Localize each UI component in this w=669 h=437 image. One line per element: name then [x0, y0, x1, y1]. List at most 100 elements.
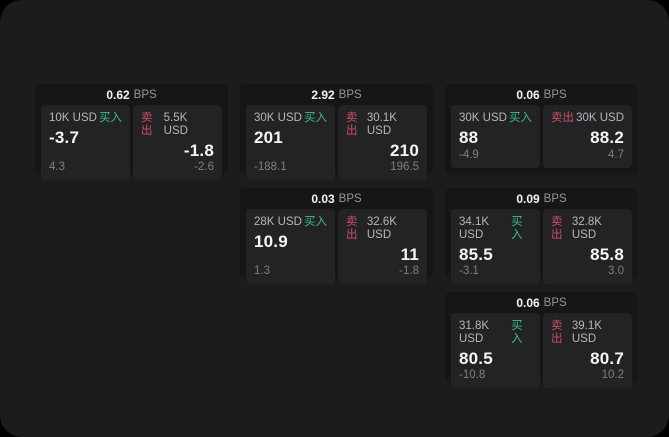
sell-delta: 3.0 [608, 265, 624, 277]
buy-delta: -10.8 [459, 369, 486, 381]
sell-delta: 10.2 [601, 369, 624, 381]
buy-cell-top: 34.1K USD 买入 [459, 216, 532, 242]
bps-value: 0.09 [516, 191, 540, 206]
bps-header: 0.62 BPS [35, 84, 228, 105]
buy-price: -3.7 [49, 128, 80, 147]
sell-price: 80.7 [590, 349, 624, 368]
buy-cell-top: 30K USD 买入 [459, 112, 532, 125]
buy-price: 85.5 [459, 245, 493, 264]
bps-unit-label: BPS [133, 88, 157, 101]
quote-card-body: 34.1K USD 买入 85.5 -3.1 卖出 32.8K USD 85.8… [445, 209, 638, 291]
sell-cell[interactable]: 卖出 32.6K USD 11 -1.8 [338, 209, 427, 284]
buy-cell[interactable]: 10K USD 买入 -3.7 4.3 [41, 105, 130, 180]
bps-value: 0.62 [106, 87, 130, 102]
sell-cell[interactable]: 卖出 30K USD 88.2 4.7 [543, 105, 632, 168]
sell-price: 210 [390, 141, 419, 160]
bps-header: 0.03 BPS [240, 188, 433, 209]
bps-header: 0.06 BPS [445, 292, 638, 313]
buy-cell[interactable]: 28K USD 买入 10.9 1.3 [246, 209, 335, 284]
bps-unit-label: BPS [543, 192, 567, 205]
bps-unit-label: BPS [338, 88, 362, 101]
sell-cell[interactable]: 卖出 39.1K USD 80.7 10.2 [543, 313, 632, 388]
bps-header: 0.06 BPS [445, 84, 638, 105]
sell-label: 卖出 [346, 216, 358, 241]
buy-delta: -4.9 [459, 149, 479, 161]
quote-card: 0.03 BPS 28K USD 买入 10.9 1.3 卖出 32.6K US… [240, 188, 433, 284]
buy-amount: 34.1K USD [459, 216, 490, 241]
buy-cell[interactable]: 31.8K USD 买入 80.5 -10.8 [451, 313, 540, 388]
buy-label: 买入 [304, 112, 327, 124]
buy-cell-top: 10K USD 买入 [49, 112, 122, 125]
sell-cell[interactable]: 卖出 30.1K USD 210 196.5 [338, 105, 427, 180]
buy-amount: 30K USD [254, 112, 302, 124]
quote-card: 0.06 BPS 31.8K USD 买入 80.5 -10.8 卖出 39.1… [445, 292, 638, 388]
sell-amount: 32.6K USD [366, 216, 397, 241]
buy-label: 买入 [99, 112, 122, 124]
sell-delta: -1.8 [399, 265, 419, 277]
bps-value: 0.06 [516, 87, 540, 102]
bps-value: 2.92 [311, 87, 335, 102]
bps-header: 2.92 BPS [240, 84, 433, 105]
buy-price: 201 [254, 128, 283, 147]
bps-unit-label: BPS [543, 88, 567, 101]
buy-price: 88 [459, 128, 479, 147]
buy-label: 买入 [509, 112, 532, 124]
buy-cell[interactable]: 34.1K USD 买入 85.5 -3.1 [451, 209, 540, 284]
quote-card-body: 10K USD 买入 -3.7 4.3 卖出 5.5K USD -1.8 -2.… [35, 105, 228, 187]
bps-value: 0.06 [516, 295, 540, 310]
sell-price: 11 [400, 245, 419, 264]
quote-card-body: 30K USD 买入 88 -4.9 卖出 30K USD 88.2 4.7 [445, 105, 638, 175]
sell-cell-top: 卖出 30K USD [551, 112, 624, 125]
buy-cell-top: 28K USD 买入 [254, 216, 327, 229]
buy-label: 买入 [511, 216, 523, 241]
buy-price: 80.5 [459, 349, 493, 368]
bps-unit-label: BPS [543, 296, 567, 309]
buy-label: 买入 [304, 216, 327, 228]
quote-card-body: 31.8K USD 买入 80.5 -10.8 卖出 39.1K USD 80.… [445, 313, 638, 395]
sell-price: -1.8 [183, 141, 214, 160]
buy-amount: 31.8K USD [459, 320, 490, 345]
quote-card: 0.09 BPS 34.1K USD 买入 85.5 -3.1 卖出 32.8K… [445, 188, 638, 284]
sell-label: 卖出 [346, 112, 358, 137]
sell-cell-top: 卖出 5.5K USD [141, 112, 214, 138]
bps-header: 0.09 BPS [445, 188, 638, 209]
sell-label: 卖出 [141, 112, 153, 137]
buy-label: 买入 [511, 320, 523, 345]
sell-amount: 39.1K USD [571, 320, 602, 345]
buy-amount: 28K USD [254, 216, 302, 228]
buy-delta: 1.3 [254, 265, 270, 277]
quote-card: 0.06 BPS 30K USD 买入 88 -4.9 卖出 30K USD [445, 84, 638, 175]
sell-label: 卖出 [551, 216, 563, 241]
sell-amount: 5.5K USD [163, 112, 188, 137]
sell-label: 卖出 [551, 320, 563, 345]
sell-cell-top: 卖出 32.6K USD [346, 216, 419, 242]
bps-value: 0.03 [311, 191, 335, 206]
sell-delta: 196.5 [390, 161, 419, 173]
buy-cell[interactable]: 30K USD 买入 88 -4.9 [451, 105, 540, 168]
sell-price: 85.8 [590, 245, 624, 264]
quote-card-body: 28K USD 买入 10.9 1.3 卖出 32.6K USD 11 -1.8 [240, 209, 433, 291]
quote-card: 2.92 BPS 30K USD 买入 201 -188.1 卖出 30.1K … [240, 84, 433, 180]
sell-label: 卖出 [551, 112, 574, 124]
buy-cell[interactable]: 30K USD 买入 201 -188.1 [246, 105, 335, 180]
sell-amount: 30K USD [576, 112, 624, 124]
buy-delta: -3.1 [459, 265, 479, 277]
sell-cell-top: 卖出 32.8K USD [551, 216, 624, 242]
sell-cell-top: 卖出 39.1K USD [551, 320, 624, 346]
quote-card-body: 30K USD 买入 201 -188.1 卖出 30.1K USD 210 1… [240, 105, 433, 187]
sell-cell[interactable]: 卖出 5.5K USD -1.8 -2.6 [133, 105, 222, 180]
sell-delta: -2.6 [194, 161, 214, 173]
sell-delta: 4.7 [608, 149, 624, 161]
sell-cell-top: 卖出 30.1K USD [346, 112, 419, 138]
sell-cell[interactable]: 卖出 32.8K USD 85.8 3.0 [543, 209, 632, 284]
buy-amount: 10K USD [49, 112, 97, 124]
buy-delta: -188.1 [254, 161, 287, 173]
quote-cards-grid: 0.62 BPS 10K USD 买入 -3.7 4.3 卖出 5.5K USD [35, 84, 638, 388]
quote-card: 0.62 BPS 10K USD 买入 -3.7 4.3 卖出 5.5K USD [35, 84, 228, 180]
sell-price: 88.2 [590, 128, 624, 147]
buy-cell-top: 31.8K USD 买入 [459, 320, 532, 346]
buy-amount: 30K USD [459, 112, 507, 124]
buy-cell-top: 30K USD 买入 [254, 112, 327, 125]
sell-amount: 30.1K USD [366, 112, 397, 137]
